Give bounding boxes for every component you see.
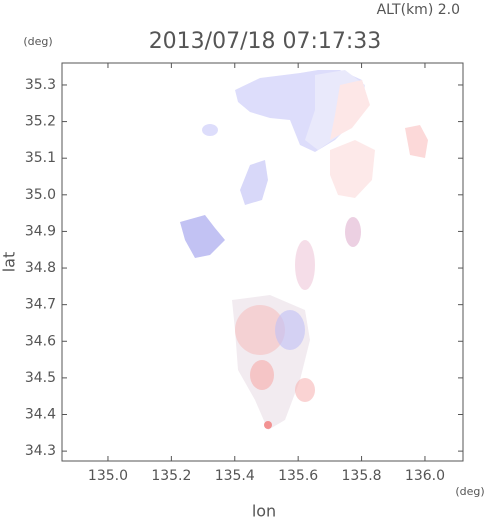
y-tick-label: 34.4 <box>25 406 56 422</box>
y-tick-label: 34.7 <box>25 297 56 313</box>
y-tick-label: 34.3 <box>25 443 56 459</box>
x-unit: (deg) <box>455 485 484 498</box>
y-axis-label: lat <box>0 252 19 273</box>
x-axis-label: lon <box>252 502 276 521</box>
y-tick-label: 34.9 <box>25 223 56 239</box>
x-tick-label: 135.8 <box>342 468 382 484</box>
x-tick-label: 135.2 <box>151 468 191 484</box>
chart-title: 2013/07/18 07:17:33 <box>149 29 382 54</box>
y-tick-label: 34.6 <box>25 333 56 349</box>
x-tick-label: 135.6 <box>278 468 318 484</box>
radar-echoes <box>180 70 428 430</box>
y-unit: (deg) <box>23 35 52 48</box>
y-tick-label: 34.8 <box>25 260 56 276</box>
x-tick-label: 136.0 <box>405 468 445 484</box>
y-tick-label: 35.0 <box>25 187 56 203</box>
x-tick-label: 135.0 <box>88 468 128 484</box>
plot-frame <box>61 62 464 462</box>
altitude-label: ALT(km) 2.0 <box>377 2 460 18</box>
y-tick-label: 35.3 <box>25 77 56 93</box>
x-tick-label: 135.4 <box>215 468 255 484</box>
y-tick-label: 34.5 <box>25 370 56 386</box>
y-tick-label: 35.2 <box>25 114 56 130</box>
y-tick-label: 35.1 <box>25 150 56 166</box>
